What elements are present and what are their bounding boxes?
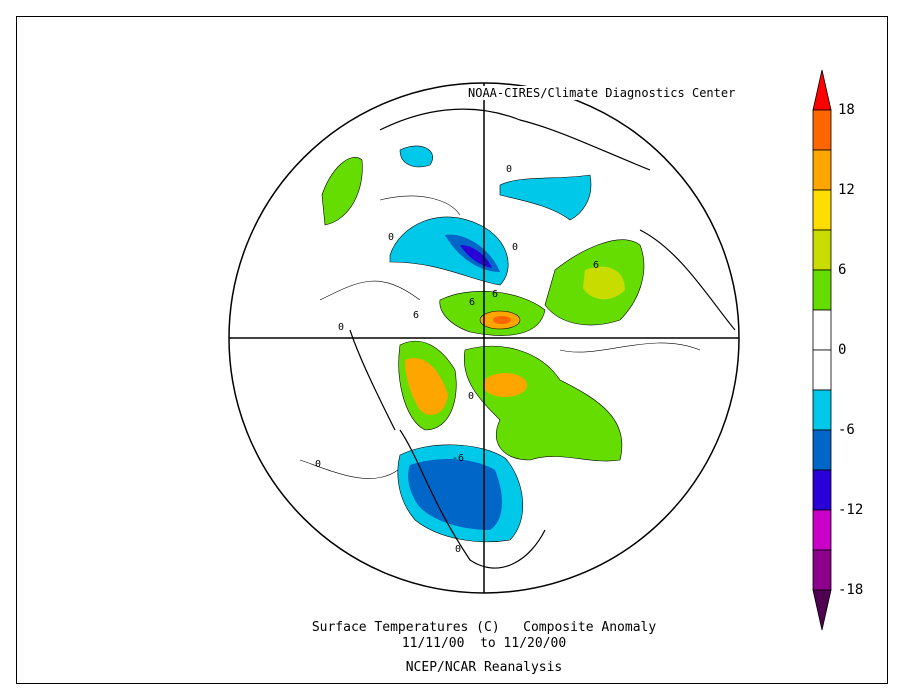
- contour-label: 0: [512, 242, 518, 253]
- contour-label: 6: [593, 260, 599, 271]
- colorbar-tick-label: 18: [838, 102, 855, 118]
- colorbar-band: [812, 389, 832, 431]
- data-source: NCEP/NCAR Reanalysis: [405, 660, 563, 675]
- contour-label: 0: [315, 459, 321, 470]
- plot-title: Surface Temperatures (C) Composite Anoma…: [311, 620, 657, 635]
- contour-label: -6: [452, 453, 464, 464]
- cold-anomaly-us-core: [408, 458, 502, 530]
- plot-frame: [16, 16, 888, 684]
- warm-anomaly-canada-core: [483, 373, 527, 397]
- colorbar-band: [812, 309, 832, 351]
- warm-anomaly-canada: [463, 345, 623, 462]
- contour-label: 6: [469, 297, 475, 308]
- colorbar-band: [812, 509, 832, 551]
- contour-label: 6: [413, 310, 419, 321]
- contour-label: 0: [506, 164, 512, 175]
- contour-labels: 0 0 0 0 0 6 6 6 6 -6 0 0: [315, 164, 599, 555]
- colorbar-tick-label: -18: [838, 582, 864, 598]
- colorbar-over-arrow: [812, 69, 832, 111]
- colorbar-tick-label: 0: [838, 342, 847, 358]
- contour-label: 0: [388, 232, 394, 243]
- colorbar-band: [812, 189, 832, 231]
- colorbar-band: [812, 149, 832, 191]
- colorbar-tick-label: -12: [838, 502, 864, 518]
- date-range: 11/11/00 to 11/20/00: [401, 636, 567, 651]
- colorbar-band: [812, 269, 832, 311]
- cold-anomaly-arctic: [389, 216, 509, 286]
- warm-anomaly-max: [493, 316, 511, 324]
- coastlines: [349, 108, 736, 569]
- colorbar-tick-label: 12: [838, 182, 855, 198]
- colorbar-band: [812, 109, 832, 151]
- warm-anomaly-core-siberia: [583, 266, 625, 300]
- colorbar-band: [812, 429, 832, 471]
- zero-contours: [299, 195, 701, 479]
- colorbar: [812, 69, 832, 631]
- contour-label: 0: [338, 322, 344, 333]
- colorbar-band: [812, 349, 832, 391]
- cold-anomaly-scandinavia: [499, 174, 592, 221]
- contour-label: 0: [455, 544, 461, 555]
- contour-label: 6: [492, 289, 498, 300]
- credit-label: NOAA-CIRES/Climate Diagnostics Center: [468, 86, 736, 100]
- colorbar-band: [812, 229, 832, 271]
- colorbar-tick-label: -6: [838, 422, 855, 438]
- anomaly-fields: [299, 108, 736, 569]
- colorbar-under-arrow: [812, 589, 832, 631]
- warm-anomaly-pacific: [321, 157, 363, 226]
- contour-label: 0: [468, 391, 474, 402]
- warm-anomaly-alaska-core: [405, 358, 448, 415]
- colorbar-tick-label: 6: [838, 262, 847, 278]
- colorbar-band: [812, 549, 832, 591]
- colorbar-band: [812, 469, 832, 511]
- cold-anomaly-europe: [399, 145, 433, 168]
